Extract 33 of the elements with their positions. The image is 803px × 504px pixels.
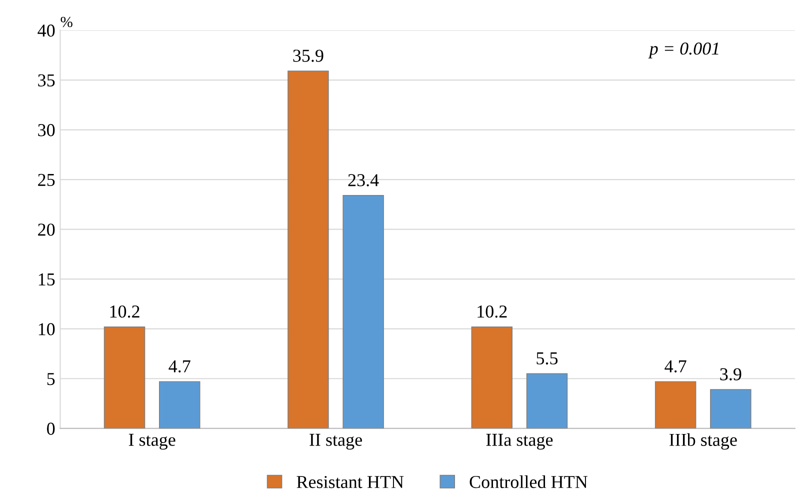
- bar: [342, 195, 384, 428]
- y-tick-label: 30: [38, 124, 55, 136]
- y-tick-label: 25: [38, 174, 55, 186]
- bar: [654, 381, 696, 428]
- annotation: p = 0.001: [648, 42, 718, 58]
- bar: [158, 381, 200, 428]
- y-axis-title: %: [60, 16, 72, 28]
- bar: [526, 373, 568, 428]
- x-tick-label: II stage: [310, 434, 362, 450]
- data-label: 35.9: [293, 50, 324, 62]
- x-tick-label: IIIb stage: [669, 433, 737, 450]
- bar: [288, 70, 329, 428]
- bar: [710, 389, 752, 428]
- y-tick-label: 5: [47, 373, 55, 386]
- data-label: 4.7: [168, 360, 190, 372]
- y-tick-label: 40: [38, 24, 55, 37]
- x-tick-label: I stage: [128, 434, 176, 450]
- y-tick-label: 0: [47, 422, 55, 435]
- data-label: 5.5: [536, 352, 558, 365]
- data-label: 23.4: [348, 174, 379, 186]
- bar: [104, 326, 146, 428]
- y-tick-label: 20: [38, 224, 55, 236]
- data-label: 4.7: [664, 360, 686, 372]
- data-label: 10.2: [478, 305, 507, 318]
- data-label: 3.9: [720, 368, 742, 380]
- y-tick-label: 15: [38, 273, 55, 286]
- bar: [471, 326, 513, 428]
- x-tick-label: IIIa stage: [486, 434, 553, 450]
- legend-label: Controlled HTN: [470, 475, 588, 488]
- data-label: 10.2: [110, 305, 140, 318]
- legend-label: Resistant HTN: [296, 476, 404, 488]
- y-tick-label: 10: [38, 323, 55, 336]
- y-tick-label: 35: [38, 74, 55, 86]
